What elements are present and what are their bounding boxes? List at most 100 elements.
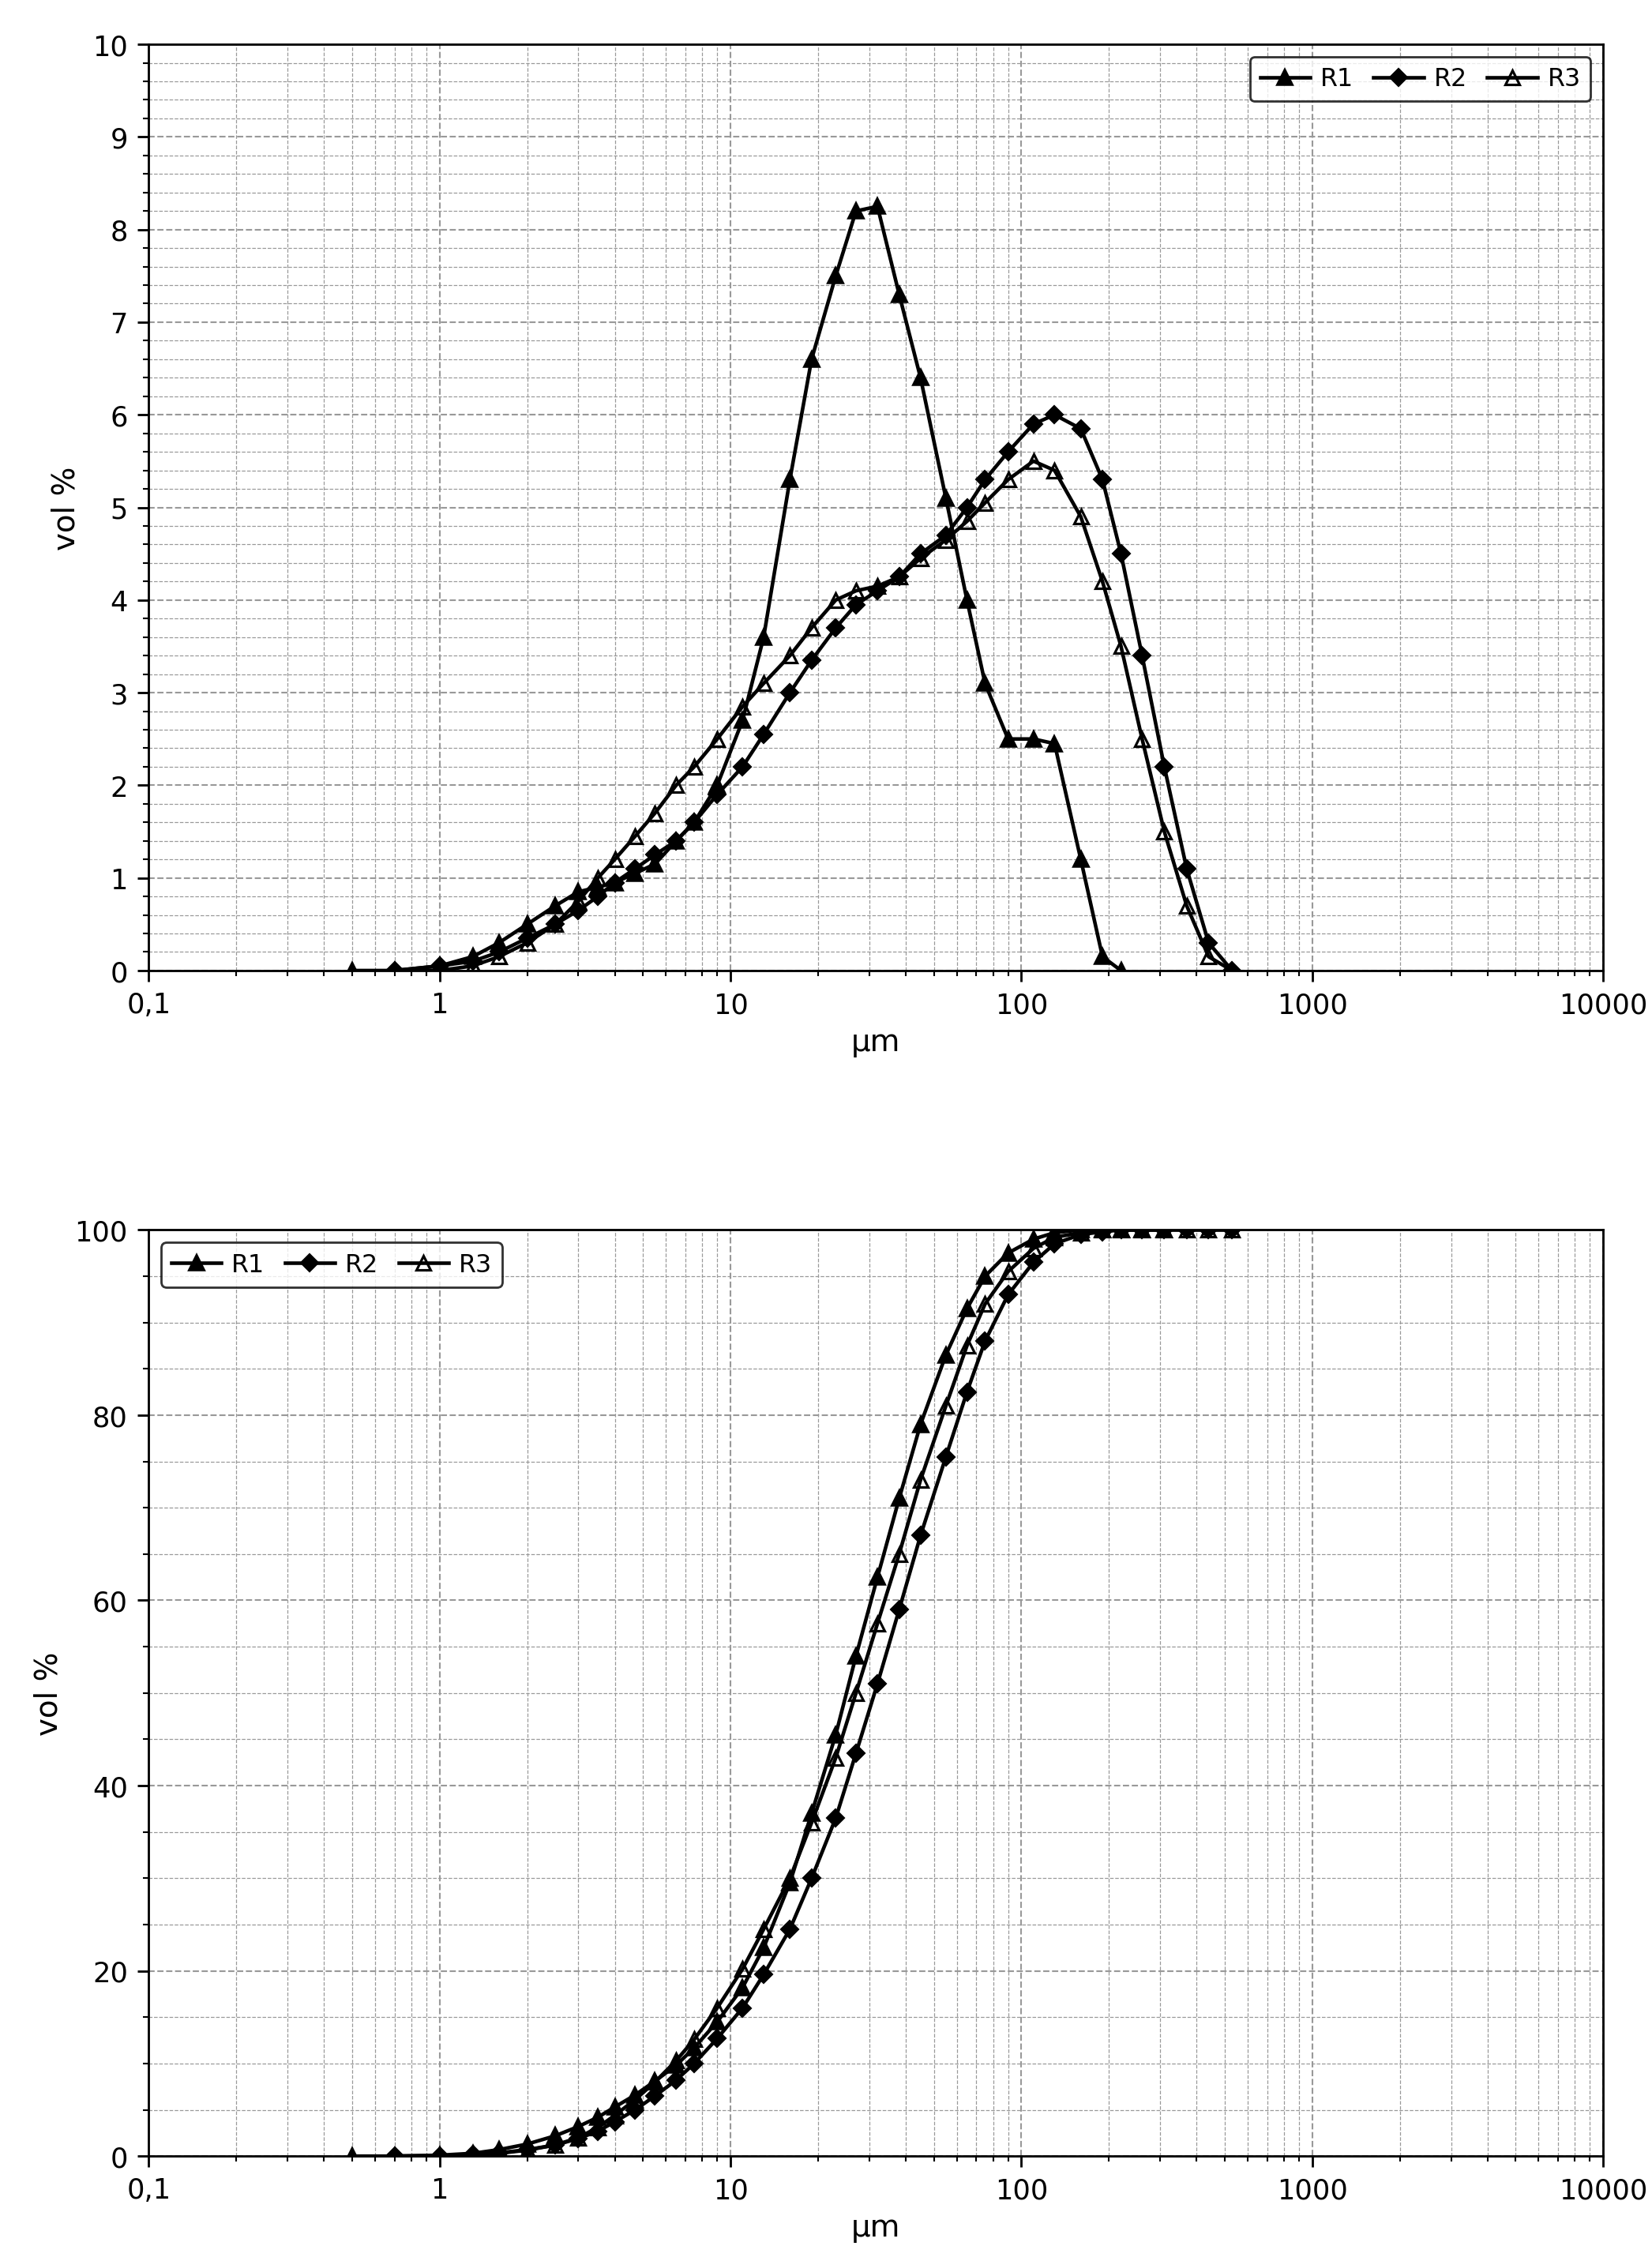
R2 (430, 952, 449, 979)
R3 (935, 528, 955, 555)
R1 (998, 725, 1018, 752)
R1 (624, 2082, 644, 2109)
R2 (889, 564, 909, 591)
R3 (826, 586, 846, 613)
R3 (957, 508, 976, 535)
R2 (1023, 1249, 1042, 1276)
R3 (666, 2048, 686, 2075)
R2 (568, 2125, 588, 2152)
R1 (385, 957, 405, 984)
R1 (644, 2069, 664, 2096)
R1 (624, 860, 644, 887)
R1 (975, 669, 995, 696)
R2 (975, 467, 995, 494)
R3 (998, 467, 1018, 494)
R3 (1023, 449, 1042, 476)
R2 (644, 2082, 664, 2109)
R1 (1044, 1220, 1064, 1247)
R1 (666, 829, 686, 856)
R2 (1153, 1217, 1173, 1244)
R3 (605, 847, 624, 874)
R1 (463, 943, 482, 970)
R1 (517, 912, 537, 939)
R1 (889, 281, 909, 308)
R2 (385, 957, 405, 984)
R2 (910, 541, 930, 568)
R2 (463, 2140, 482, 2167)
R3 (889, 1541, 909, 1568)
R2 (605, 2109, 624, 2136)
R1 (753, 624, 773, 651)
R2 (935, 1444, 955, 1471)
R2 (430, 2143, 449, 2170)
R2 (1070, 1222, 1090, 1249)
R2 (1132, 642, 1151, 669)
R2 (1092, 1220, 1112, 1247)
R3 (780, 642, 800, 669)
R2 (605, 869, 624, 896)
R3 (588, 2113, 608, 2140)
Line: R1: R1 (345, 200, 1127, 977)
R1 (489, 2136, 509, 2163)
R1 (430, 2143, 449, 2170)
R1 (707, 773, 727, 800)
R3 (1176, 892, 1196, 919)
R3 (846, 577, 866, 604)
R3 (430, 957, 449, 984)
R1 (753, 1934, 773, 1961)
R2 (998, 438, 1018, 465)
R3 (1070, 503, 1090, 530)
R1 (867, 193, 887, 220)
R3 (975, 490, 995, 517)
R3 (463, 952, 482, 979)
R2 (463, 948, 482, 975)
R3 (568, 2125, 588, 2152)
Line: R2: R2 (388, 409, 1237, 977)
R1 (588, 874, 608, 901)
R3 (489, 943, 509, 970)
R1 (935, 485, 955, 512)
R2 (867, 1671, 887, 1698)
R3 (666, 773, 686, 800)
R3 (753, 669, 773, 696)
R1 (732, 707, 752, 734)
R1 (826, 263, 846, 290)
X-axis label: μm: μm (851, 1026, 900, 1058)
R1 (568, 2113, 588, 2140)
R3 (707, 725, 727, 752)
R3 (463, 2143, 482, 2170)
R2 (957, 494, 976, 521)
Y-axis label: vol %: vol % (51, 465, 81, 550)
R1 (545, 2122, 565, 2149)
R3 (1198, 1217, 1218, 1244)
R3 (846, 1680, 866, 1707)
R3 (1153, 818, 1173, 844)
R1 (545, 892, 565, 919)
R1 (1132, 1217, 1151, 1244)
Line: R1: R1 (345, 1224, 1171, 2163)
R2 (489, 2140, 509, 2167)
R3 (1092, 568, 1112, 595)
Legend: R1, R2, R3: R1, R2, R3 (162, 1242, 502, 1287)
R1 (801, 1799, 821, 1826)
R2 (568, 896, 588, 923)
R2 (1110, 1217, 1130, 1244)
R3 (1110, 1217, 1130, 1244)
R1 (605, 2093, 624, 2120)
R2 (684, 2051, 704, 2078)
R3 (644, 800, 664, 827)
R2 (780, 1916, 800, 1943)
R1 (605, 869, 624, 896)
R2 (385, 2143, 405, 2170)
R3 (998, 1258, 1018, 1285)
R1 (1070, 1217, 1090, 1244)
R2 (753, 1961, 773, 1988)
R1 (889, 1485, 909, 1512)
R3 (1198, 943, 1218, 970)
R2 (624, 856, 644, 883)
R3 (1176, 1217, 1196, 1244)
R1 (910, 1410, 930, 1437)
R1 (707, 2008, 727, 2035)
R2 (846, 591, 866, 618)
R3 (385, 2143, 405, 2170)
